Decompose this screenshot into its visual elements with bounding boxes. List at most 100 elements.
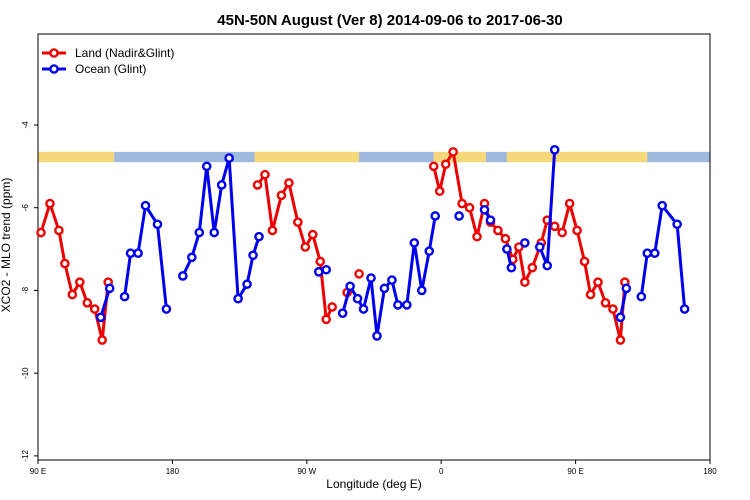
series-land-point-16 [300, 242, 311, 252]
series-ocean-line-2 [181, 156, 261, 301]
series-land-point-25 [440, 159, 451, 170]
series-ocean-point-36 [479, 204, 490, 215]
band-segment-land-2 [254, 151, 360, 163]
series-ocean-point-43 [549, 145, 560, 155]
series-land-point-11 [260, 169, 270, 180]
series-ocean-point-37 [485, 215, 496, 225]
series-land-point-28 [464, 202, 475, 213]
series-land-point-1 [45, 198, 55, 209]
series-land-point-0 [36, 227, 46, 238]
series-land-point-42 [564, 198, 575, 209]
band-segment-land-6 [506, 151, 648, 163]
series-land-point-5 [75, 277, 85, 287]
x-tick-label-0: 90 E [30, 467, 46, 476]
series-land-point-36 [520, 277, 530, 287]
series-ocean-point-34 [430, 211, 441, 221]
series-ocean-point-18 [254, 231, 264, 242]
land-ocean-band [38, 151, 710, 163]
legend-label-land: Land (Nadir&Glint) [75, 46, 174, 60]
y-axis-label: XCO2 - MLO trend (ppm) [0, 178, 13, 313]
series-ocean-point-25 [366, 273, 376, 283]
series-land-point-43 [572, 225, 582, 236]
plot-frame [37, 33, 711, 461]
y-tick-label-0: -12 [21, 450, 30, 462]
series-ocean-point-21 [337, 308, 348, 318]
series-ocean-line-1 [123, 204, 168, 310]
series-ocean-point-1 [104, 283, 115, 294]
series-ocean-point-32 [416, 285, 427, 296]
series-ocean-point-50 [672, 219, 682, 230]
series-land-point-12 [267, 225, 278, 236]
band-segment-ocean-5 [486, 151, 507, 163]
series-land-point-22 [354, 269, 364, 279]
series-ocean-point-33 [424, 246, 435, 256]
series-land-point-44 [579, 256, 590, 267]
x-axis: 90 E 180 90 W 0 90 E 180 [30, 460, 717, 476]
series-ocean-point-40 [520, 238, 530, 248]
series-ocean-point-29 [393, 300, 403, 310]
x-tick-label-1: 180 [166, 467, 180, 476]
y-tick-label-1: -10 [21, 367, 30, 379]
band-segment-ocean-7 [647, 151, 710, 163]
series-land-point-33 [500, 233, 511, 244]
series-ocean-point-2 [119, 291, 130, 302]
series-land-point-23 [428, 161, 439, 172]
series-ocean-point-8 [178, 271, 188, 281]
series-ocean-point-44 [615, 312, 626, 323]
series-ocean-point-45 [621, 283, 632, 294]
series-ocean-point-42 [542, 260, 553, 271]
series-ocean-point-12 [209, 227, 220, 238]
series-land-point-4 [67, 289, 78, 300]
series-ocean-line-11 [639, 204, 687, 310]
series-ocean-point-39 [506, 262, 517, 273]
series-ocean-point-5 [140, 200, 151, 211]
y-tick-label-4: -4 [21, 121, 30, 129]
series-land-point-17 [307, 229, 318, 240]
series-land-line-4 [432, 150, 627, 342]
series-ocean-point-20 [321, 264, 332, 275]
series-ocean-point-4 [133, 248, 143, 259]
series-ocean-point-46 [636, 291, 647, 302]
series-land-point-37 [527, 262, 538, 273]
series-land-point-45 [585, 289, 596, 300]
x-tick-label-3: 0 [439, 467, 444, 476]
x-axis-label: Longitude (deg E) [326, 477, 421, 491]
series-land-point-18 [315, 256, 326, 267]
chart-title: 45N-50N August (Ver 8) 2014-09-06 to 201… [217, 12, 562, 29]
x-tick-label-5: 180 [703, 467, 717, 476]
series-ocean-point-31 [409, 238, 420, 248]
series-ocean-point-48 [649, 248, 660, 259]
series-ocean-point-0 [95, 312, 106, 323]
series-ocean-point-14 [224, 153, 234, 163]
series-land-point-32 [493, 225, 503, 236]
series-land-point-10 [252, 180, 263, 190]
series-ocean-point-49 [657, 200, 668, 211]
legend-label-ocean: Ocean (Glint) [75, 62, 146, 76]
legend: Land (Nadir&Glint) Ocean (Glint) [42, 46, 174, 76]
series-ocean-point-13 [216, 180, 227, 190]
series-land-point-13 [276, 190, 287, 201]
band-segment-land-0 [38, 151, 115, 163]
series-layer [36, 145, 690, 345]
series-land-point-48 [608, 304, 618, 314]
series-ocean-point-28 [387, 275, 397, 285]
x-tick-label-4: 90 E [567, 467, 583, 476]
series-ocean-point-47 [642, 248, 653, 259]
series-land-point-7 [89, 304, 100, 314]
series-land-line-0 [39, 202, 110, 342]
series-land-point-2 [54, 225, 64, 236]
y-tick-label-3: -6 [21, 204, 30, 212]
y-axis: -12 -10 -8 -6 -4 [21, 121, 38, 462]
series-ocean-point-51 [679, 304, 690, 314]
series-land-point-20 [327, 302, 337, 312]
y-tick-label-2: -8 [21, 286, 30, 294]
series-ocean-point-10 [194, 227, 205, 238]
series-land-point-41 [557, 227, 567, 238]
legend-marker-land [49, 48, 59, 58]
band-segment-land-4 [433, 151, 486, 163]
series-ocean-point-7 [161, 304, 172, 314]
series-ocean-point-3 [125, 248, 136, 259]
series-land-point-40 [549, 221, 560, 232]
series-land-line-1 [256, 173, 334, 321]
